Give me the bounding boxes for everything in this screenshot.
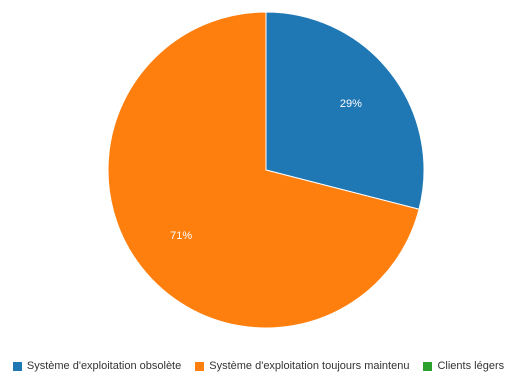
legend-item[interactable]: Clients légers — [423, 360, 504, 372]
legend-item[interactable]: Système d'exploitation obsolète — [12, 360, 182, 372]
pie-slice[interactable] — [107, 11, 420, 329]
legend-item[interactable]: Système d'exploitation toujours maintenu — [195, 360, 409, 372]
legend-swatch — [195, 361, 205, 371]
pie-slice[interactable] — [265, 11, 425, 210]
legend: Système d'exploitation obsolète Système … — [0, 358, 517, 374]
data-label: 71% — [170, 230, 192, 242]
legend-label: Clients légers — [437, 360, 505, 372]
legend-swatch — [423, 361, 433, 371]
legend-label: Système d'exploitation toujours maintenu — [209, 360, 410, 372]
data-label: 29% — [340, 98, 362, 110]
legend-swatch — [12, 361, 22, 371]
legend-label: Système d'exploitation obsolète — [26, 360, 182, 372]
